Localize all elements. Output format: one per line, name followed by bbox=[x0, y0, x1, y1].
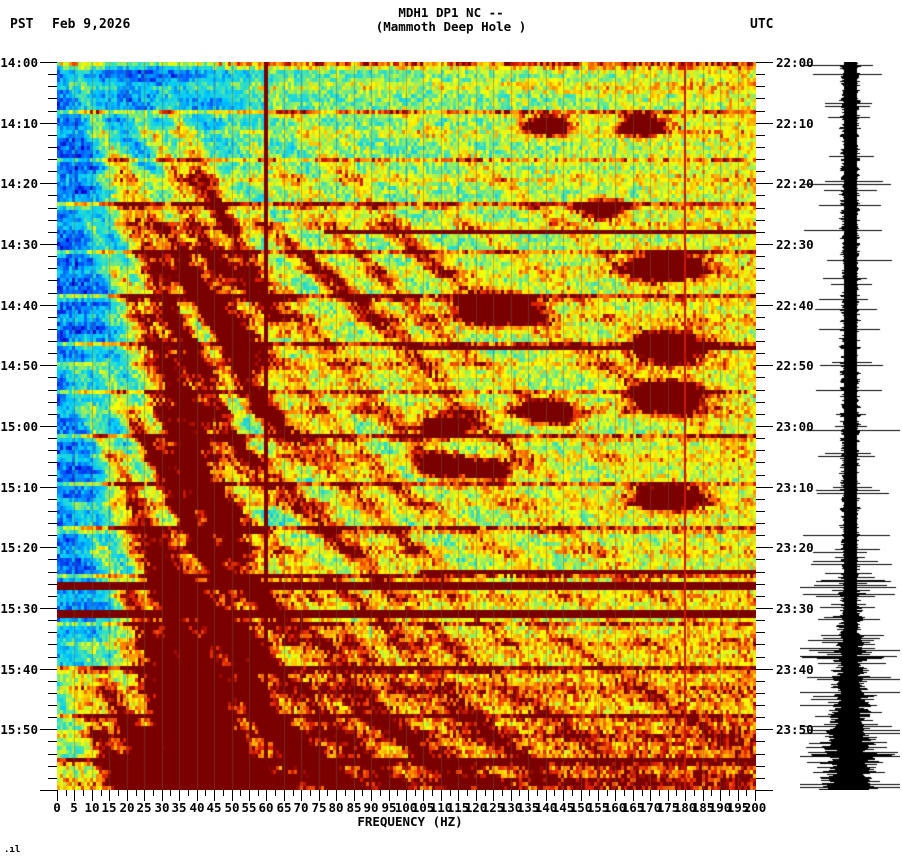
frequency-tick-label: 50 bbox=[224, 800, 240, 815]
frequency-tick-label: 25 bbox=[136, 800, 152, 815]
frequency-tick-label: 200 bbox=[743, 800, 767, 815]
time-label-utc: 22:00 bbox=[776, 55, 814, 70]
frequency-tick-label: 105 bbox=[411, 800, 435, 815]
timezone-left-label: PST bbox=[10, 17, 34, 32]
corner-artifact: .ıl bbox=[4, 845, 21, 855]
time-label-utc: 23:20 bbox=[776, 540, 814, 555]
frequency-tick-label: 40 bbox=[189, 800, 205, 815]
frequency-tick-label: 175 bbox=[656, 800, 680, 815]
frequency-tick-label: 5 bbox=[70, 800, 78, 815]
frequency-tick-label: 15 bbox=[101, 800, 117, 815]
frequency-tick-label: 80 bbox=[328, 800, 344, 815]
frequency-tick-label: 130 bbox=[499, 800, 523, 815]
frequency-tick-label: 150 bbox=[569, 800, 593, 815]
time-label-utc: 23:10 bbox=[776, 480, 814, 495]
time-label-pst: 15:10 bbox=[0, 480, 38, 495]
time-label-pst: 14:00 bbox=[0, 55, 38, 70]
frequency-tick-label: 185 bbox=[691, 800, 715, 815]
time-label-utc: 23:50 bbox=[776, 722, 814, 737]
time-label-utc: 22:40 bbox=[776, 298, 814, 313]
frequency-tick-label: 10 bbox=[84, 800, 100, 815]
time-label-utc: 22:20 bbox=[776, 176, 814, 191]
time-label-utc: 22:10 bbox=[776, 116, 814, 131]
frequency-tick-label: 190 bbox=[708, 800, 732, 815]
time-label-utc: 23:40 bbox=[776, 662, 814, 677]
station-name-title: (Mammoth Deep Hole ) bbox=[375, 19, 527, 34]
frequency-tick-label: 95 bbox=[381, 800, 397, 815]
frequency-tick-label: 160 bbox=[603, 800, 627, 815]
frequency-axis-title: FREQUENCY (HZ) bbox=[357, 814, 463, 829]
helicorder-trace-canvas bbox=[800, 62, 900, 790]
frequency-tick-label: 0 bbox=[53, 800, 61, 815]
frequency-tick-label: 30 bbox=[154, 800, 170, 815]
frequency-tick-label: 35 bbox=[171, 800, 187, 815]
frequency-tick-label: 55 bbox=[241, 800, 257, 815]
frequency-tick-label: 65 bbox=[276, 800, 292, 815]
station-code-title: MDH1 DP1 NC -- bbox=[398, 5, 504, 20]
frequency-tick-label: 90 bbox=[363, 800, 379, 815]
time-label-pst: 14:30 bbox=[0, 237, 38, 252]
frequency-axis bbox=[57, 790, 756, 802]
helicorder-trace-panel bbox=[800, 62, 900, 790]
time-label-pst: 15:00 bbox=[0, 419, 38, 434]
frequency-tick-label: 195 bbox=[726, 800, 750, 815]
time-label-pst: 14:50 bbox=[0, 358, 38, 373]
frequency-tick-label: 45 bbox=[206, 800, 222, 815]
frequency-tick-label: 75 bbox=[311, 800, 327, 815]
frequency-tick-label: 145 bbox=[551, 800, 575, 815]
time-label-pst: 14:40 bbox=[0, 298, 38, 313]
time-label-pst: 14:20 bbox=[0, 176, 38, 191]
time-axis-right-utc bbox=[756, 62, 773, 791]
frequency-tick-label: 125 bbox=[481, 800, 505, 815]
frequency-tick-label: 85 bbox=[346, 800, 362, 815]
frequency-tick-label: 70 bbox=[293, 800, 309, 815]
frequency-tick-label: 110 bbox=[429, 800, 453, 815]
time-axis-left-pst bbox=[40, 62, 57, 791]
frequency-tick-label: 135 bbox=[516, 800, 540, 815]
time-label-pst: 15:30 bbox=[0, 601, 38, 616]
frequency-tick-label: 155 bbox=[586, 800, 610, 815]
frequency-tick-label: 20 bbox=[119, 800, 135, 815]
time-label-utc: 22:50 bbox=[776, 358, 814, 373]
frequency-tick-label: 120 bbox=[464, 800, 488, 815]
spectrogram-plot[interactable] bbox=[57, 62, 756, 790]
time-label-pst: 15:40 bbox=[0, 662, 38, 677]
frequency-tick-label: 180 bbox=[673, 800, 697, 815]
time-label-utc: 22:30 bbox=[776, 237, 814, 252]
time-label-pst: 15:50 bbox=[0, 722, 38, 737]
frequency-tick-label: 170 bbox=[638, 800, 662, 815]
frequency-tick-label: 165 bbox=[621, 800, 645, 815]
frequency-tick-label: 60 bbox=[258, 800, 274, 815]
frequency-tick-label: 100 bbox=[394, 800, 418, 815]
date-label: Feb 9,2026 bbox=[52, 17, 131, 32]
spectrogram-canvas bbox=[57, 62, 756, 790]
time-label-pst: 15:20 bbox=[0, 540, 38, 555]
frequency-tick-label: 115 bbox=[446, 800, 470, 815]
timezone-right-label: UTC bbox=[750, 17, 774, 32]
frequency-tick-label: 140 bbox=[534, 800, 558, 815]
time-label-pst: 14:10 bbox=[0, 116, 38, 131]
time-label-utc: 23:00 bbox=[776, 419, 814, 434]
time-label-utc: 23:30 bbox=[776, 601, 814, 616]
